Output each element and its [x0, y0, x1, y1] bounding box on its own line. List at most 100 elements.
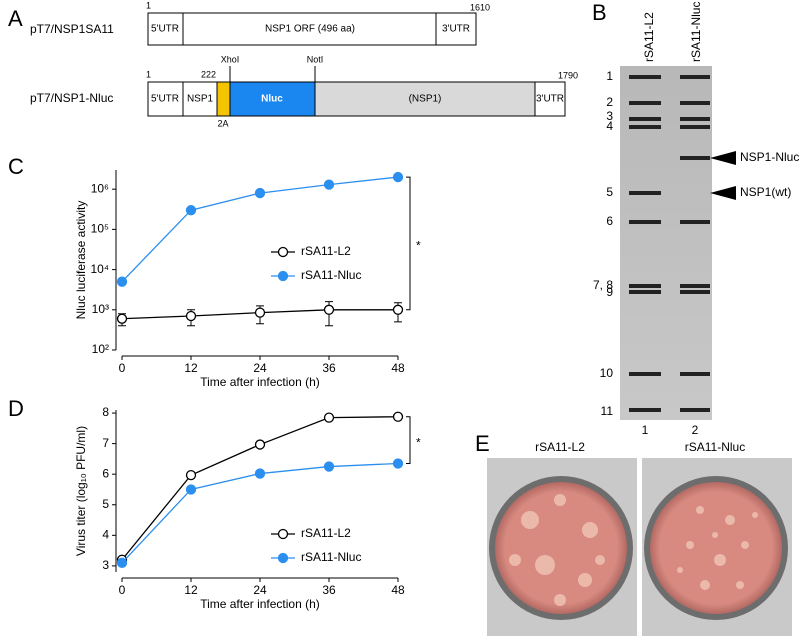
band — [680, 101, 710, 105]
band — [629, 75, 661, 79]
point — [116, 276, 128, 287]
legend-marker — [277, 246, 289, 258]
band — [629, 125, 661, 129]
segment-label: 3'UTR — [442, 24, 470, 35]
panel-letter: A — [8, 6, 23, 31]
band — [629, 408, 661, 412]
construct-box — [147, 12, 477, 46]
point — [392, 171, 404, 183]
legend-marker — [277, 528, 289, 540]
band — [680, 117, 710, 121]
point — [254, 187, 266, 199]
arrow-label: NSP1-Nluc — [740, 150, 799, 164]
point — [185, 484, 197, 495]
band — [680, 220, 710, 224]
position: 1790 — [558, 70, 578, 80]
position: 1610 — [470, 2, 490, 12]
y-axis-title: Nluc luciferase activity — [74, 201, 88, 320]
point — [323, 461, 335, 472]
segment-label: NSP1 — [187, 94, 214, 105]
y-tick-label: 6 — [102, 466, 109, 480]
segment-label: 2A — [217, 118, 228, 128]
legend-marker — [277, 270, 289, 282]
x-tick-label: 12 — [184, 361, 198, 375]
bracket — [406, 176, 411, 311]
y-tick-label: 10² — [92, 342, 109, 356]
y-tick-label: 5 — [102, 497, 109, 511]
y-tick-label: 3 — [102, 558, 109, 572]
segment-label: NSP1 ORF (496 aa) — [265, 24, 355, 35]
point — [392, 411, 404, 422]
panel-letter: E — [475, 431, 490, 456]
band-label: 11 — [601, 404, 614, 418]
point — [185, 310, 197, 322]
x-tick-label: 48 — [391, 583, 405, 597]
x-tick-label: 0 — [119, 583, 126, 597]
x-tick-label: 48 — [391, 361, 405, 375]
legend-label: rSA11-Nluc — [301, 550, 361, 564]
y-tick-label: 8 — [102, 405, 109, 419]
legend-marker — [277, 552, 289, 564]
y-tick-label: 10⁵ — [91, 222, 109, 236]
x-tick-label: 24 — [253, 583, 267, 597]
segment-label: 5'UTR — [151, 94, 179, 105]
band — [629, 117, 661, 121]
band — [629, 191, 661, 195]
band-label: 6 — [606, 214, 613, 228]
point — [185, 205, 197, 216]
gel-bands: 1 234 5 6 7, 89 10 11 — [593, 69, 710, 418]
band-label: 1 — [606, 69, 613, 83]
x-tick-label: 36 — [322, 583, 336, 597]
x-tick-label: 0 — [119, 361, 126, 375]
point — [392, 458, 404, 469]
lane-number: 2 — [692, 423, 699, 437]
x-tick-label: 24 — [253, 361, 267, 375]
panel-letter: C — [8, 154, 24, 179]
x-axis-title: Time after infection (h) — [200, 375, 320, 389]
point — [323, 179, 335, 190]
plaques — [509, 494, 758, 606]
site-label: XhoI — [221, 54, 240, 64]
segment-nluc — [229, 81, 316, 117]
band-label: 7, 8 — [593, 278, 613, 292]
segment-2a — [216, 81, 231, 117]
lane-number: 1 — [642, 423, 649, 437]
position: 1 — [146, 69, 151, 79]
band — [629, 101, 661, 105]
band — [629, 220, 661, 224]
band-label: 4 — [606, 119, 613, 133]
legend-label: rSA11-Nluc — [301, 268, 361, 282]
point — [254, 439, 266, 450]
point — [116, 557, 128, 568]
annotation: * — [416, 435, 421, 449]
y-tick-label: 4 — [102, 527, 109, 541]
point — [323, 412, 335, 423]
band-label: 10 — [600, 366, 614, 380]
point — [323, 304, 335, 315]
y-tick-label: 10⁴ — [90, 262, 109, 276]
band-label: 5 — [606, 185, 613, 199]
plate-label: rSA11-L2 — [535, 440, 585, 454]
band — [680, 156, 710, 160]
y-tick-label: 10⁶ — [91, 181, 109, 195]
y-axis-title: Virus titer (log₁₀ PFU/ml) — [74, 426, 88, 556]
x-tick-label: 12 — [184, 583, 198, 597]
band — [680, 75, 710, 79]
arrow-label: NSP1(wt) — [740, 185, 791, 199]
band — [629, 372, 661, 376]
x-tick-label: 36 — [322, 361, 336, 375]
band — [680, 125, 710, 129]
segment-label: 3'UTR — [536, 94, 564, 105]
panel-letter: D — [8, 396, 24, 421]
y-tick-label: 10³ — [92, 302, 109, 316]
band-label: 3 — [606, 109, 613, 123]
bracket — [406, 416, 411, 464]
point — [254, 468, 266, 479]
segment-nsp1 — [314, 81, 536, 117]
legend-label: rSA11-L2 — [301, 526, 351, 540]
band — [629, 284, 661, 288]
construct-name: pT7/NSP1SA11 — [30, 22, 114, 36]
